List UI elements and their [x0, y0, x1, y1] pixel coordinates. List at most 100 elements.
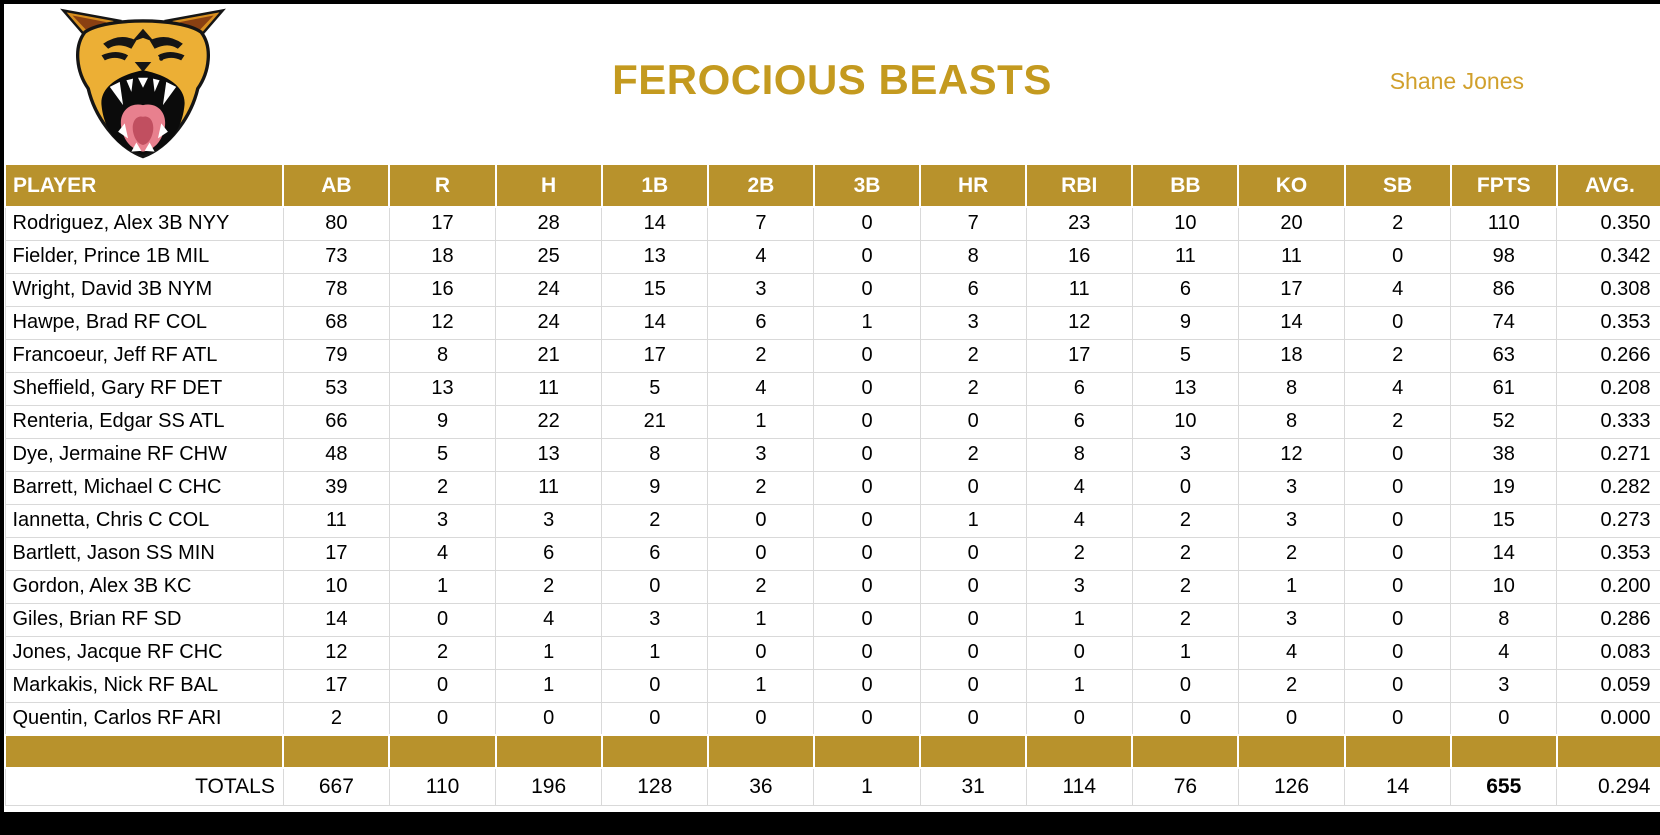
stat-cell: 0: [919, 668, 1027, 703]
stat-cell: 13: [495, 437, 603, 472]
stat-cell: 11: [1025, 272, 1133, 307]
stat-cell: 4: [388, 536, 497, 571]
player-name-cell: Quentin, Carlos RF ARI: [4, 701, 284, 736]
stat-cell: 2: [919, 338, 1027, 373]
stat-cell: 3: [1237, 470, 1346, 505]
stat-cell: 39: [282, 470, 390, 505]
stat-cell: 14: [601, 305, 709, 340]
separator-cell: [812, 734, 922, 769]
stat-cell: 2: [388, 635, 497, 670]
stat-cell: 0: [1344, 503, 1452, 538]
stat-cell: 4: [707, 371, 815, 406]
stat-cell: 14: [1237, 305, 1346, 340]
stat-cell: 6: [1025, 371, 1133, 406]
stat-cell: 17: [1025, 338, 1133, 373]
stat-cell: 0.083: [1556, 635, 1660, 670]
stat-cell: 0: [1344, 569, 1452, 604]
stat-cell: 0.271: [1556, 437, 1660, 472]
stat-cell: 3: [388, 503, 497, 538]
stat-cell: 0: [707, 536, 815, 571]
player-name-cell: Iannetta, Chris C COL: [4, 503, 284, 538]
stat-cell: 53: [282, 371, 390, 406]
stat-cell: 0: [919, 470, 1027, 505]
stat-cell: 0: [1344, 437, 1452, 472]
stat-cell: 12: [1237, 437, 1346, 472]
stat-cell: 4: [1344, 272, 1452, 307]
stat-cell: 3: [1237, 503, 1346, 538]
player-name-cell: Fielder, Prince 1B MIL: [4, 239, 284, 274]
stat-cell: 2: [919, 437, 1027, 472]
stat-cell: 3: [601, 602, 709, 637]
stat-cell: 15: [1450, 503, 1558, 538]
stat-cell: 6: [919, 272, 1027, 307]
stat-cell: 0: [919, 569, 1027, 604]
player-name-cell: Hawpe, Brad RF COL: [4, 305, 284, 340]
stat-cell: 21: [601, 404, 709, 439]
player-row: Sheffield, Gary RF DET 53 13 11 5 4 0 2 6 13 8 4 61 0…: [4, 371, 1660, 406]
stat-cell: 14: [601, 206, 709, 241]
stat-cell: 0: [813, 206, 921, 241]
stat-cell: 6: [1131, 272, 1239, 307]
stat-cell: 0: [1025, 635, 1133, 670]
stat-cell: 24: [495, 305, 603, 340]
beast-head-icon: [60, 6, 226, 162]
stat-cell: 52: [1450, 404, 1558, 439]
player-name-cell: Rodriguez, Alex 3B NYY: [4, 206, 284, 241]
totals-row: TOTALS 667 110 196 128 36 1 31 114 76 126 14 655 0.29…: [4, 767, 1660, 806]
stat-cell: 19: [1450, 470, 1558, 505]
stat-cell: 6: [1025, 404, 1133, 439]
stat-cell: 13: [388, 371, 497, 406]
total-cell: 128: [601, 767, 709, 806]
stat-cell: 0: [813, 536, 921, 571]
stat-cell: 0: [601, 701, 709, 736]
column-header-1b: 1B: [600, 163, 709, 208]
stat-cell: 78: [282, 272, 390, 307]
stat-cell: 11: [282, 503, 390, 538]
totals-label: TOTALS: [4, 767, 284, 806]
stat-cell: 4: [1025, 470, 1133, 505]
stat-cell: 22: [495, 404, 603, 439]
player-row: Jones, Jacque RF CHC 12 2 1 1 0 0 0 0 1 4 0 4 0.083: [4, 635, 1660, 670]
stat-cell: 10: [1131, 404, 1239, 439]
column-header-player: PLAYER: [3, 163, 285, 208]
stat-cell: 13: [601, 239, 709, 274]
stat-cell: 1: [707, 404, 815, 439]
stat-cell: 8: [601, 437, 709, 472]
stat-cell: 0: [1131, 470, 1239, 505]
stat-cell: 0.266: [1556, 338, 1660, 373]
stat-cell: 0: [919, 602, 1027, 637]
separator-cell: [1237, 734, 1346, 769]
separator-cell: [388, 734, 497, 769]
stat-cell: 13: [1131, 371, 1239, 406]
separator-cell: [1343, 734, 1452, 769]
stat-cell: 1: [495, 668, 603, 703]
stat-cell: 2: [282, 701, 390, 736]
player-name-cell: Jones, Jacque RF CHC: [4, 635, 284, 670]
stat-cell: 0: [1344, 668, 1452, 703]
stat-cell: 7: [707, 206, 815, 241]
stat-cell: 5: [601, 371, 709, 406]
stat-cell: 16: [1025, 239, 1133, 274]
total-cell: 36: [707, 767, 815, 806]
player-row: Barrett, Michael C CHC 39 2 11 9 2 0 0 4 0 3 0 19 0.2…: [4, 470, 1660, 505]
bottom-letterbox: [0, 812, 1660, 835]
stat-cell: 2: [1131, 536, 1239, 571]
stat-cell: 0.286: [1556, 602, 1660, 637]
stat-cell: 0: [1344, 536, 1452, 571]
stat-cell: 6: [601, 536, 709, 571]
stat-cell: 0.333: [1556, 404, 1660, 439]
column-header-ab: AB: [282, 163, 391, 208]
total-cell: 31: [919, 767, 1027, 806]
stat-cell: 0: [813, 503, 921, 538]
stat-cell: 0: [813, 470, 921, 505]
player-row: Fielder, Prince 1B MIL 73 18 25 13 4 0 8 16 11 11 0…: [4, 239, 1660, 274]
stat-cell: 0: [1344, 305, 1452, 340]
stat-cell: 17: [282, 536, 390, 571]
column-header-fpts: FPTS: [1449, 163, 1558, 208]
stat-cell: 7: [919, 206, 1027, 241]
stat-cell: 0: [1237, 701, 1346, 736]
stat-cell: 6: [707, 305, 815, 340]
stat-cell: 21: [495, 338, 603, 373]
total-cell: 667: [282, 767, 390, 806]
stat-cell: 28: [495, 206, 603, 241]
